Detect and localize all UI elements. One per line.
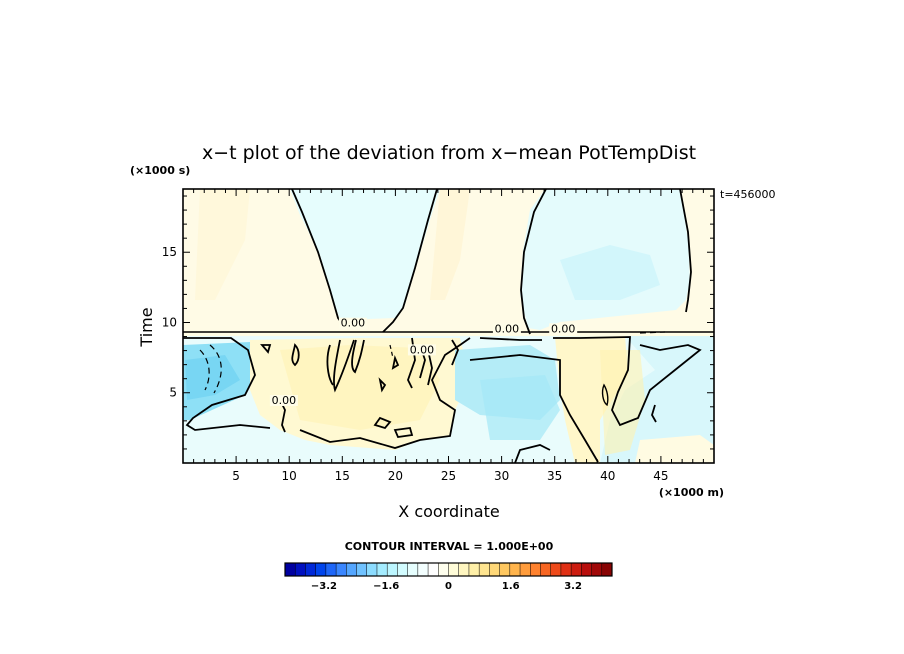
contour-label: 0.00 [495,322,520,335]
x-unit-label: (×1000 m) [659,486,724,499]
contour-label-bg [549,323,578,335]
colorbar-cell [295,563,306,576]
colorbar-cell [499,563,511,576]
x-tick-label: 30 [494,469,509,483]
colorbar-cell [560,563,572,576]
contour-label: 0.00 [551,322,576,335]
colorbar-cell [520,563,531,576]
colorbar-cell [397,563,408,576]
colorbar-cell [448,563,460,576]
contour-value-labels: 0.00 0.00 0.00 0.00 0.00 [269,317,578,407]
colorbar-tick-label: 3.2 [564,581,582,592]
contour-label-bg [269,394,298,406]
colorbar: −3.2 −1.6 0 1.6 3.2 [284,562,613,592]
y-tick-label: 5 [169,386,177,400]
y-axis-label: Time [137,307,156,347]
contour-label: 0.00 [341,317,366,330]
colorbar-tick-label: 0 [445,581,452,592]
x-axis-label: X coordinate [398,502,499,521]
x-tick-label: 5 [232,469,240,483]
colorbar-tick-label: −3.2 [311,581,337,592]
contour-lines [183,189,714,463]
x-tick-label: 20 [388,469,403,483]
colorbar-cell [417,563,429,576]
colorbar-cell [571,563,582,576]
axes: 5 10 15 20 25 30 35 40 45 5 10 15 [162,189,714,483]
contour-label-bg [407,344,436,356]
x-tick-label: 45 [653,469,668,483]
colorbar-cell [376,563,388,576]
x-tick-label: 40 [600,469,615,483]
contour-label-bg [492,323,521,335]
contour-label: 0.00 [410,343,435,356]
colorbar-cell [285,563,296,576]
colorbar-cell [336,563,347,576]
x-tick-label: 15 [335,469,350,483]
y-tick-label: 15 [162,245,177,259]
colorbar-cell [438,563,449,576]
colorbar-cell [581,563,592,576]
colorbar-cell [366,563,378,576]
colorbar-cell [346,563,357,576]
colorbar-cell [489,563,500,576]
colorbar-cell [356,563,368,576]
colorbar-cell [468,563,480,576]
contour-label-bg [338,317,367,329]
heatmap-field [183,189,714,463]
colorbar-cell [387,563,398,576]
chart-title: x−t plot of the deviation from x−mean Po… [202,142,696,164]
colorbar-cell [315,563,327,576]
x-tick-label: 25 [441,469,456,483]
colorbar-cell [540,563,551,576]
colorbar-tick-label: −1.6 [373,581,399,592]
y-unit-label: (×1000 s) [130,164,190,177]
colorbar-cell [530,563,541,576]
colorbar-cell [591,563,603,576]
colorbar-tick-label: 1.6 [502,581,520,592]
colorbar-cell [509,563,521,576]
colorbar-cell [407,563,419,576]
colorbar-cell [479,563,490,576]
colorbar-cell [550,563,562,576]
colorbar-frame [284,562,613,577]
contour-label: 0.00 [272,394,297,407]
colorbar-cell [428,563,439,576]
x-tick-label: 10 [282,469,297,483]
colorbar-cell [601,563,613,576]
colorbar-cell [458,563,470,576]
colorbar-cell [325,563,337,576]
y-tick-label: 10 [162,315,177,329]
contour-interval-label: CONTOUR INTERVAL = 1.000E+00 [345,540,554,553]
colorbar-cell [305,563,316,576]
x-tick-label: 35 [547,469,562,483]
time-stamp: t=456000 [720,188,776,201]
